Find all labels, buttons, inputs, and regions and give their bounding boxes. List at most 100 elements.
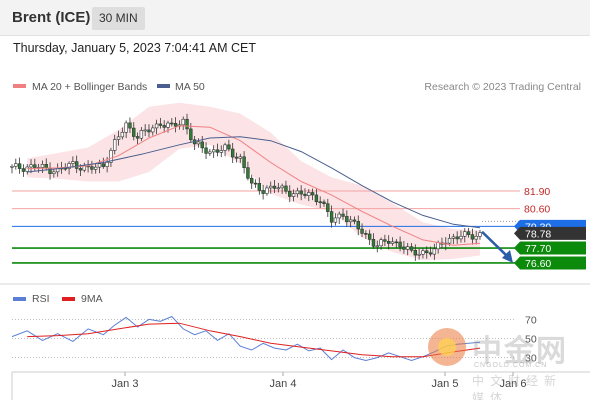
candle-body-80 [314,194,319,203]
candle-body-31 [128,122,132,129]
candle-body-49 [196,141,201,145]
rsi-legend-swatch [13,297,26,301]
candle-body-84 [329,211,334,223]
candle-body-98 [383,239,387,242]
candle-body-50 [200,141,204,149]
candle-body-45 [181,118,185,126]
candle-body-79 [310,192,315,196]
time-label-2: Jan 5 [432,378,459,390]
candle-body-32 [132,127,136,137]
candle-body-99 [386,241,391,244]
candle-body-107 [417,253,421,256]
candle-body-22 [94,166,98,170]
candle-body-104 [406,246,410,250]
ma20-line [27,125,481,246]
candle-body-110 [428,252,433,255]
candle-body-53 [211,149,216,153]
candle-body-43 [173,122,178,127]
candle-body-34 [139,130,144,139]
rsi-ma-line [27,322,481,358]
candle-body-52 [208,151,212,154]
candle-body-102 [398,241,402,248]
forecast-arrow-head [502,249,513,263]
candle-body-116 [451,236,456,239]
candle-body-94 [367,233,372,240]
candle-body-1 [14,163,18,167]
candle-body-89 [348,219,353,223]
ma20-legend-label: MA 20 + Bollinger Bands [32,81,147,93]
candle-body-30 [124,122,128,133]
forecast-arrow-shaft [481,230,509,258]
time-label-0: Jan 3 [112,378,139,390]
candle-body-68 [269,185,273,189]
candle-body-77 [303,193,307,196]
candle-body-6 [33,164,37,168]
candle-body-106 [413,249,418,256]
candle-body-41 [166,122,170,128]
candle-body-74 [291,193,296,197]
candle-body-91 [356,220,360,230]
candle-body-11 [52,171,56,174]
candle-body-122 [474,236,478,240]
candle-body-96 [375,245,379,248]
candle-body-36 [147,129,151,133]
instrument-title: Brent (ICE) [12,9,91,26]
candle-body-56 [223,144,227,151]
price-tag-label-5: 76.60 [525,258,551,270]
candle-body-17 [74,161,79,169]
candle-body-115 [447,238,452,244]
candle-body-10 [48,167,52,174]
candle-body-47 [189,128,193,141]
candle-body-0 [10,165,14,168]
candle-body-27 [113,139,117,151]
ma50-legend-label: MA 50 [175,81,205,93]
candle-body-90 [352,219,357,222]
candle-body-33 [135,136,140,139]
time-axis: Jan 3 Jan 4 Jan 5 Jan 6 [11,371,590,400]
candle-body-120 [466,231,471,235]
candle-body-60 [238,156,242,159]
candle-body-24 [101,163,106,167]
price-tag-label-3: 78.78 [525,228,551,240]
candle-body-23 [97,163,102,168]
candle-body-18 [78,168,83,171]
rsi-ma-legend-label: 9MA [81,293,103,305]
candle-body-119 [463,231,467,237]
time-label-3: Jan 6 [500,378,527,390]
candle-body-25 [105,162,109,167]
candle-body-97 [379,239,383,247]
price-label-0: 81.90 [524,186,550,198]
candle-body-123 [478,232,482,237]
watermark: 中金网 CNGOLD.COM.CN 中文财经新媒体 [426,326,576,400]
candle-body-111 [432,248,437,255]
candle-body-40 [162,125,166,128]
candle-body-15 [67,163,71,169]
candle-body-35 [143,129,147,132]
candle-body-78 [307,192,311,196]
candle-body-83 [326,203,330,212]
candle-body-86 [337,213,341,219]
watermark-subtitle: 中文财经新媒体 [472,374,563,400]
candle-body-67 [265,187,269,194]
timeframe-badge[interactable]: 30 MIN [92,7,145,30]
time-label-1: Jan 4 [270,378,297,390]
watermark-url: CNGOLD.COM.CN [474,362,548,369]
rsi-ma-legend-swatch [62,297,75,301]
candle-body-28 [116,136,121,140]
candle-body-37 [151,127,155,133]
candle-body-62 [246,167,250,179]
rsi-level-label-2: 30 [525,353,537,365]
candle-body-85 [333,217,338,223]
candle-body-54 [215,149,220,153]
candle-body-3 [21,168,26,172]
candle-body-58 [230,148,235,158]
candle-body-64 [253,182,258,185]
copyright-text: Research © 2023 Trading Central [424,81,581,93]
candle-body-9 [44,164,48,169]
candle-body-70 [276,187,281,190]
watermark-logo-icon [428,328,466,366]
candle-body-63 [250,177,254,184]
rsi-pane: 70 50 30 [11,314,537,365]
candle-body-57 [227,144,231,150]
bollinger-band [27,102,480,261]
